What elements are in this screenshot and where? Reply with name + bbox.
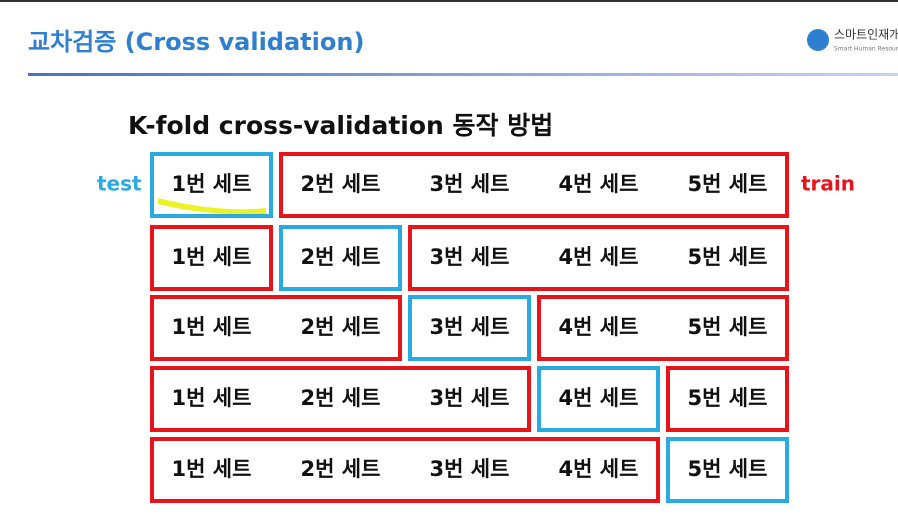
train-label: train — [801, 172, 855, 196]
set-label: 3번 세트 — [430, 172, 510, 196]
header-rule — [28, 73, 898, 76]
set-label: 1번 세트 — [172, 172, 252, 196]
test-box — [279, 225, 402, 291]
set-label: 5번 세트 — [688, 172, 768, 196]
set-label: 2번 세트 — [301, 245, 381, 269]
set-label: 5번 세트 — [688, 457, 768, 481]
set-label: 4번 세트 — [559, 457, 639, 481]
header-title: 교차검증 (Cross validation) — [28, 28, 364, 56]
set-label: 1번 세트 — [172, 386, 252, 410]
set-label: 3번 세트 — [430, 245, 510, 269]
test-box — [666, 437, 789, 503]
highlight-scribble — [158, 198, 266, 215]
set-label: 3번 세트 — [430, 457, 510, 481]
set-label: 4번 세트 — [559, 172, 639, 196]
train-box — [150, 295, 402, 361]
test-box — [408, 295, 531, 361]
train-box — [537, 295, 789, 361]
test-box — [537, 366, 660, 432]
set-label: 3번 세트 — [430, 386, 510, 410]
set-label: 1번 세트 — [172, 457, 252, 481]
set-label: 4번 세트 — [559, 386, 639, 410]
logo-subtext: Smart Human Resources Deve — [834, 46, 898, 53]
subtitle: K-fold cross-validation 동작 방법 — [128, 111, 553, 140]
set-label: 1번 세트 — [172, 315, 252, 339]
set-label: 3번 세트 — [430, 315, 510, 339]
train-box — [279, 152, 789, 218]
train-box — [666, 366, 789, 432]
set-label: 1번 세트 — [172, 245, 252, 269]
logo-text: 스마트인재개발 — [834, 28, 898, 42]
set-label: 2번 세트 — [301, 172, 381, 196]
set-label: 5번 세트 — [688, 315, 768, 339]
train-box — [408, 225, 789, 291]
fold-rows: 1번 세트 2번 세트 3번 세트 4번 세트 5번 세트 1번 세트 2번 세트 3번 세트… — [150, 152, 789, 503]
set-label: 2번 세트 — [301, 386, 381, 410]
set-label: 4번 세트 — [559, 315, 639, 339]
test-label: test — [97, 172, 142, 196]
train-box — [150, 366, 531, 432]
set-label: 4번 세트 — [559, 245, 639, 269]
test-box — [150, 152, 273, 218]
set-label: 5번 세트 — [688, 386, 768, 410]
train-box — [150, 437, 660, 503]
set-label: 2번 세트 — [301, 315, 381, 339]
set-label: 2번 세트 — [301, 457, 381, 481]
logo-icon — [807, 29, 829, 51]
set-label: 5번 세트 — [688, 245, 768, 269]
train-box — [150, 225, 273, 291]
